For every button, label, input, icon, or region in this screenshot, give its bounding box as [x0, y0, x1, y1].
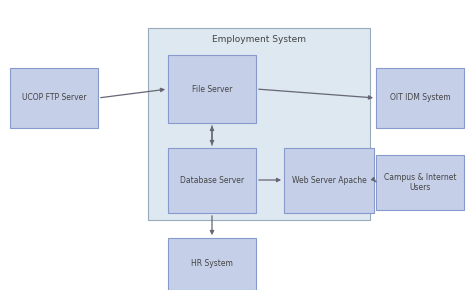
Text: File Server: File Server: [192, 84, 232, 93]
Text: UCOP FTP Server: UCOP FTP Server: [22, 93, 86, 102]
Text: Campus & Internet
Users: Campus & Internet Users: [384, 173, 456, 192]
Text: Database Server: Database Server: [180, 176, 244, 185]
Bar: [284, 148, 374, 213]
Bar: [376, 68, 464, 128]
Bar: [148, 28, 370, 220]
Text: Employment System: Employment System: [212, 35, 306, 44]
Bar: [10, 68, 98, 128]
Bar: [168, 148, 256, 213]
Bar: [168, 238, 256, 290]
Bar: [168, 55, 256, 123]
Bar: [376, 155, 464, 210]
Text: HR System: HR System: [191, 260, 233, 269]
Text: OIT IDM System: OIT IDM System: [390, 93, 450, 102]
Text: Web Server Apache: Web Server Apache: [292, 176, 366, 185]
